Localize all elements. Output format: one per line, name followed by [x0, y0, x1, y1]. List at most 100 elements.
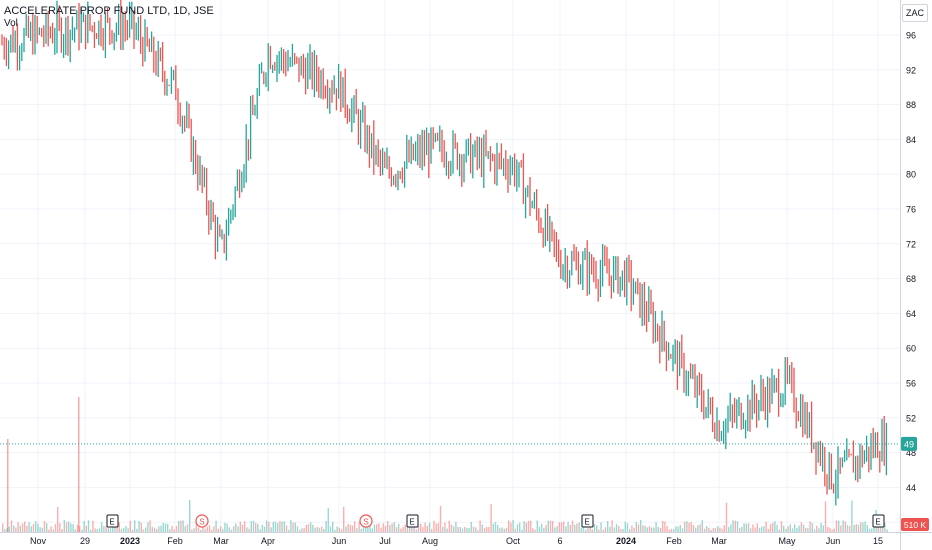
x-tick-label: Jun: [826, 536, 841, 546]
volume-bar: [4, 528, 6, 532]
volume-bar: [180, 520, 182, 532]
volume-bar: [167, 523, 169, 532]
x-tick-label: Jul: [379, 536, 391, 546]
volume-bar: [393, 522, 395, 532]
volume-bar: [162, 522, 164, 532]
volume-bar: [184, 526, 186, 532]
volume-bar: [477, 529, 479, 532]
volume-bar: [717, 526, 719, 532]
volume-bar: [884, 523, 886, 532]
volume-bar: [734, 520, 736, 532]
volume-bar: [492, 523, 494, 532]
volume-bar: [475, 527, 477, 532]
volume-bar: [305, 524, 307, 532]
volume-bar: [70, 523, 72, 532]
volume-bar: [512, 520, 514, 532]
x-tick-label: 2024: [616, 536, 636, 546]
volume-bar: [158, 526, 160, 532]
volume-bar: [448, 520, 450, 532]
volume-bar: [175, 526, 178, 532]
volume-bar: [384, 525, 387, 532]
volume-bar: [710, 529, 712, 532]
volume-bar: [261, 524, 263, 532]
y-tick-label: 92: [906, 65, 916, 75]
volume-bar: [600, 522, 602, 532]
volume-bar: [494, 522, 497, 532]
volume-bar: [789, 524, 791, 532]
volume-bar: [46, 523, 48, 532]
volume-bar: [437, 523, 439, 532]
volume-bar: [519, 522, 521, 532]
volume-bar: [8, 526, 10, 532]
volume-bar: [406, 527, 409, 532]
volume-bar: [244, 521, 246, 532]
volume-bar: [79, 526, 81, 532]
volume-bar: [398, 523, 400, 532]
currency-badge[interactable]: ZAC: [902, 4, 928, 22]
volume-bar: [651, 527, 653, 532]
volume-bar: [387, 521, 389, 532]
volume-bar: [268, 521, 270, 532]
volume-bar: [340, 529, 343, 532]
volume-bar: [72, 524, 74, 532]
volume-bar: [882, 524, 884, 532]
last-price-badge: [901, 436, 917, 451]
x-tick-label: Jun: [332, 536, 347, 546]
volume-bar: [354, 521, 356, 532]
volume-bar: [222, 528, 224, 532]
volume-bar: [505, 527, 508, 532]
volume-bar: [109, 528, 112, 532]
volume-bar: [250, 521, 252, 532]
volume-bar: [523, 521, 525, 532]
volume-bar: [26, 525, 28, 532]
volume-bar: [118, 522, 120, 532]
volume-bar: [697, 525, 699, 532]
volume-bar: [879, 525, 882, 532]
volume-bar: [567, 522, 569, 532]
volume-bar: [886, 529, 888, 532]
volume-bar: [103, 526, 105, 532]
volume-bar: [536, 520, 538, 532]
volume-bar: [131, 529, 134, 532]
volume-bar: [688, 522, 690, 532]
volume-bar: [206, 526, 208, 532]
volume-bar: [791, 528, 794, 532]
volume-bar: [686, 521, 688, 532]
earnings-marker: [406, 514, 419, 528]
x-tick-label: 29: [80, 536, 90, 546]
volume-bar: [646, 527, 648, 532]
last-price-label: 49: [904, 439, 914, 449]
volume-bar: [587, 528, 589, 532]
volume-bar: [648, 526, 651, 532]
volume-bar: [345, 526, 347, 532]
volume-bar: [615, 524, 618, 532]
volume-bar: [664, 521, 666, 532]
volume-bar: [219, 526, 222, 532]
volume-bar: [761, 526, 763, 532]
event-label: S: [199, 518, 204, 527]
volume-bar: [160, 525, 162, 532]
volume-bar: [402, 526, 404, 532]
volume-bar: [307, 524, 310, 532]
volume-bar: [457, 526, 459, 532]
volume-bar: [380, 527, 382, 532]
volume-bar: [556, 526, 558, 532]
volume-bar: [35, 521, 37, 532]
volume-bar: [560, 522, 563, 532]
volume-bar: [202, 524, 204, 532]
volume-bar: [125, 525, 127, 532]
volume-bar: [582, 524, 585, 532]
volume-bar: [145, 527, 147, 532]
volume-bar: [248, 528, 250, 532]
volume-legend: Vol: [4, 18, 18, 29]
volume-label: 510 K: [904, 520, 927, 530]
volume-bar: [655, 522, 657, 532]
volume-bar: [277, 522, 279, 532]
volume-bar: [215, 520, 217, 532]
volume-bar: [57, 506, 59, 532]
volume-bar: [613, 527, 615, 532]
y-tick-label: 84: [906, 135, 916, 145]
volume-bar: [107, 528, 109, 532]
volume-bar: [255, 522, 257, 532]
